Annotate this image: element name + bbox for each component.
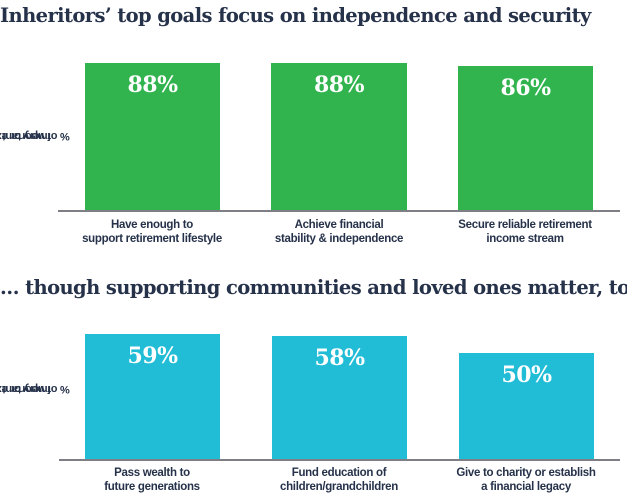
bar-value-label: 88%: [313, 72, 365, 98]
bar-bottom-1: 59%: [85, 334, 220, 459]
x-axis-line-top: [58, 210, 620, 212]
category-label-bottom-2: Fund education of children/grandchildren: [279, 467, 398, 493]
chart-title-top: Inheritors’ top goals focus on independe…: [0, 4, 591, 27]
category-label-top-3: Secure reliable retirement income stream: [458, 219, 592, 245]
category-label-top-2: Achieve financial stability & independenc…: [274, 219, 404, 245]
bar-value-label: 58%: [314, 345, 365, 371]
bar-value-label: 50%: [501, 362, 552, 388]
chart-title-bottom: … though supporting communities and love…: [0, 276, 627, 299]
category-label-bottom-3: Give to charity or establish a financial …: [456, 467, 596, 493]
y-axis-label-top: % of very or extremelyimportant: [0, 130, 70, 142]
bar-bottom-2: 58%: [272, 336, 407, 459]
bar-value-label: 59%: [127, 343, 178, 369]
category-label-bottom-1: Pass wealth to future generations: [104, 467, 200, 493]
x-axis-line-bottom: [59, 459, 620, 461]
y-axis-label-bottom: % of very or extremelyimportant: [0, 382, 70, 395]
category-label-top-1: Have enough to support retirement lifesty…: [82, 219, 222, 245]
bar-bottom-3: 50%: [459, 353, 594, 459]
bar-top-1: 88%: [85, 63, 220, 210]
bar-top-3: 86%: [458, 66, 593, 210]
bar-value-label: 88%: [127, 72, 178, 98]
bar-top-2: 88%: [271, 63, 407, 210]
bar-value-label: 86%: [500, 75, 551, 101]
